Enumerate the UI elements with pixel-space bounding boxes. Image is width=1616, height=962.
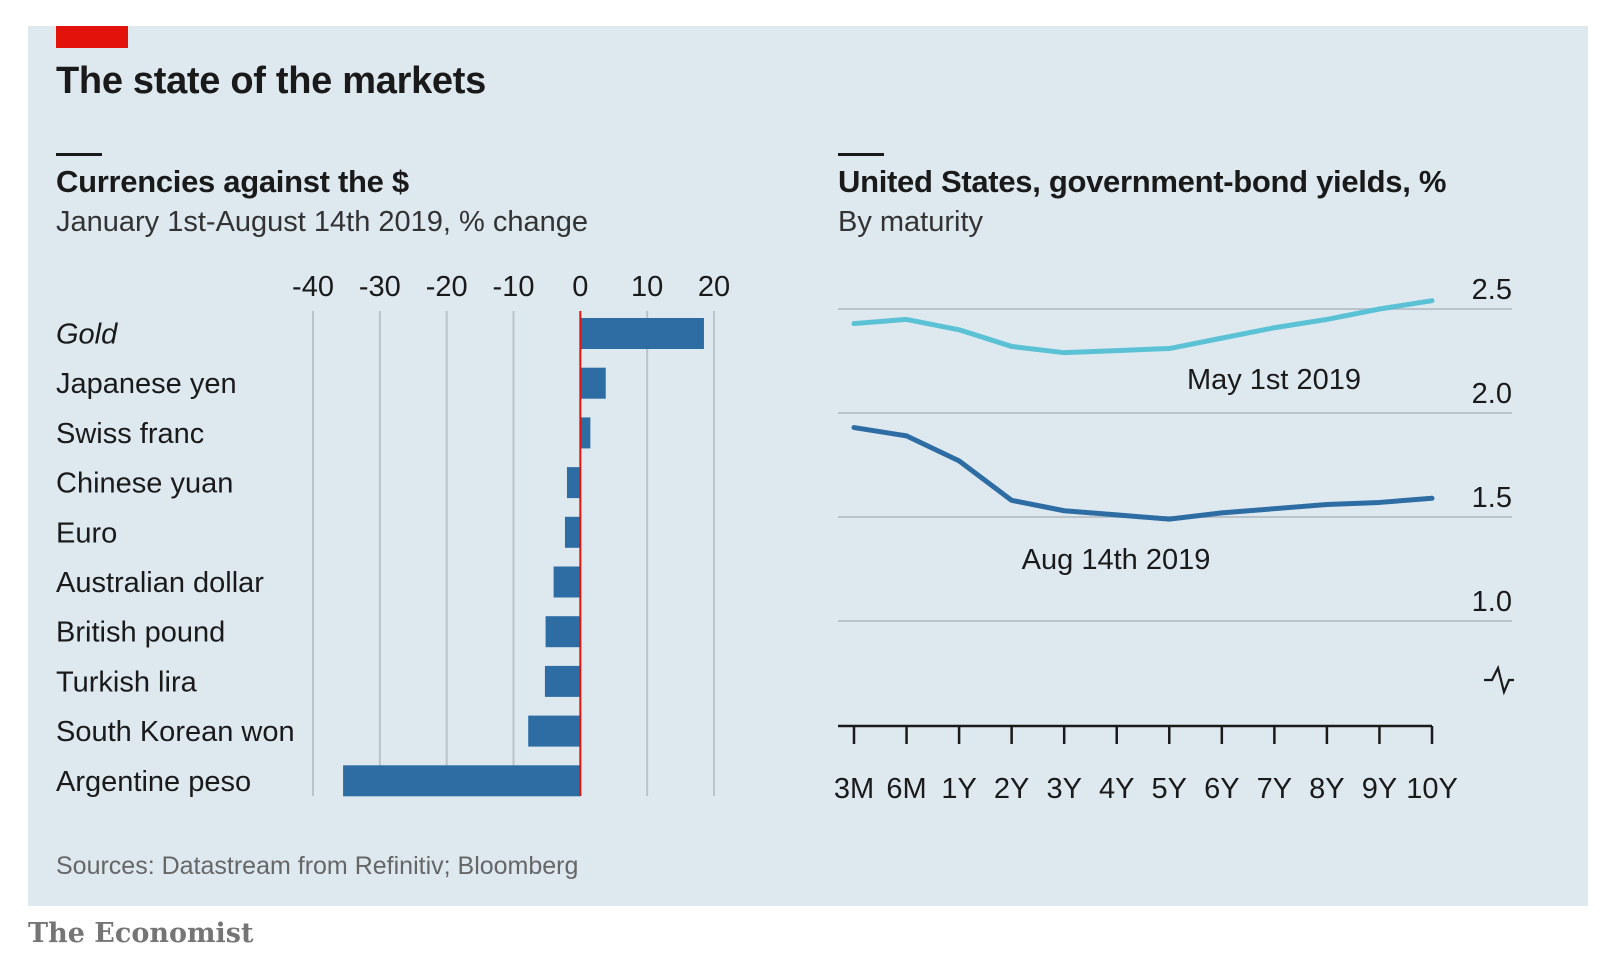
line-chart-subtitle: By maturity xyxy=(838,206,984,238)
line-x-tick-label: 6M xyxy=(886,773,926,805)
bar-x-tick-label: 10 xyxy=(631,271,663,303)
line-x-tick-label: 3Y xyxy=(1046,773,1081,805)
line-x-tick-label: 7Y xyxy=(1257,773,1292,805)
line-x-tick-label: 1Y xyxy=(941,773,976,805)
red-tag xyxy=(56,26,128,48)
line-x-tick-label: 10Y xyxy=(1406,773,1458,805)
bar-category-label: Japanese yen xyxy=(56,368,237,400)
line-chart-rule xyxy=(838,153,884,156)
bar-x-tick-label: -30 xyxy=(359,271,401,303)
line-y-tick-label: 1.5 xyxy=(1472,482,1512,514)
bar-category-label: South Korean won xyxy=(56,716,295,748)
bar-category-label: British pound xyxy=(56,617,225,649)
series-label: Aug 14th 2019 xyxy=(1022,544,1211,576)
bar xyxy=(580,318,704,349)
series-line xyxy=(851,298,1435,356)
bar-category-label: Euro xyxy=(56,517,117,549)
bar xyxy=(528,715,581,747)
source-note: Sources: Datastream from Refinitiv; Bloo… xyxy=(56,852,579,880)
line-x-tick-label: 5Y xyxy=(1152,773,1187,805)
bar-x-tick-label: -20 xyxy=(426,271,468,303)
line-x-tick-label: 4Y xyxy=(1099,773,1134,805)
bond-yield-line-chart: 1.0 1.5 2.0 2.5 May 1st 2019 Aug 14th 2019 3M 6… xyxy=(834,274,1514,805)
line-y-tick-label: 2.0 xyxy=(1472,378,1512,410)
bar-category-label: Gold xyxy=(56,319,118,351)
bar xyxy=(343,765,581,797)
bar-x-tick-label: -10 xyxy=(493,271,535,303)
line-chart-title: United States, government-bond yields, % xyxy=(838,164,1447,199)
chart-panel: The state of the markets Currencies agai… xyxy=(28,26,1588,906)
bar-x-tick-label: 20 xyxy=(698,271,730,303)
line-x-tick-label: 2Y xyxy=(994,773,1029,805)
currency-bar-chart: -40 -30 -20 -10 0 10 20 Gold Japanese yen Swiss f… xyxy=(56,271,730,798)
brand-logo: The Economist xyxy=(28,918,254,949)
line-x-tick-label: 8Y xyxy=(1309,773,1344,805)
line-y-tick-label: 2.5 xyxy=(1472,274,1512,306)
bar xyxy=(580,367,606,399)
bar-x-tick-label: -40 xyxy=(292,271,334,303)
bar-chart-rule xyxy=(56,153,102,156)
series-line xyxy=(851,425,1435,522)
bar-chart-title: Currencies against the $ xyxy=(56,164,409,199)
series-label: May 1st 2019 xyxy=(1187,364,1361,396)
bar xyxy=(566,467,581,499)
bar-x-tick-label: 0 xyxy=(572,271,588,303)
bar-category-label: Chinese yuan xyxy=(56,468,233,500)
bar xyxy=(544,665,581,697)
line-y-tick-label: 1.0 xyxy=(1472,586,1512,618)
bar-category-label: Swiss franc xyxy=(56,418,204,450)
line-x-tick-label: 6Y xyxy=(1204,773,1239,805)
line-x-tick-label: 3M xyxy=(834,773,874,805)
bar xyxy=(564,516,581,548)
bar xyxy=(545,616,581,648)
bar xyxy=(580,417,591,449)
bar-chart-subtitle: January 1st-August 14th 2019, % change xyxy=(56,206,589,238)
axis-break-icon xyxy=(1484,664,1514,696)
bar xyxy=(553,566,581,598)
line-x-tick-label: 9Y xyxy=(1362,773,1397,805)
bar-category-label: Turkish lira xyxy=(56,666,198,698)
page-title: The state of the markets xyxy=(56,60,486,102)
bar-category-label: Australian dollar xyxy=(56,567,264,599)
bar-category-label: Argentine peso xyxy=(56,766,251,798)
